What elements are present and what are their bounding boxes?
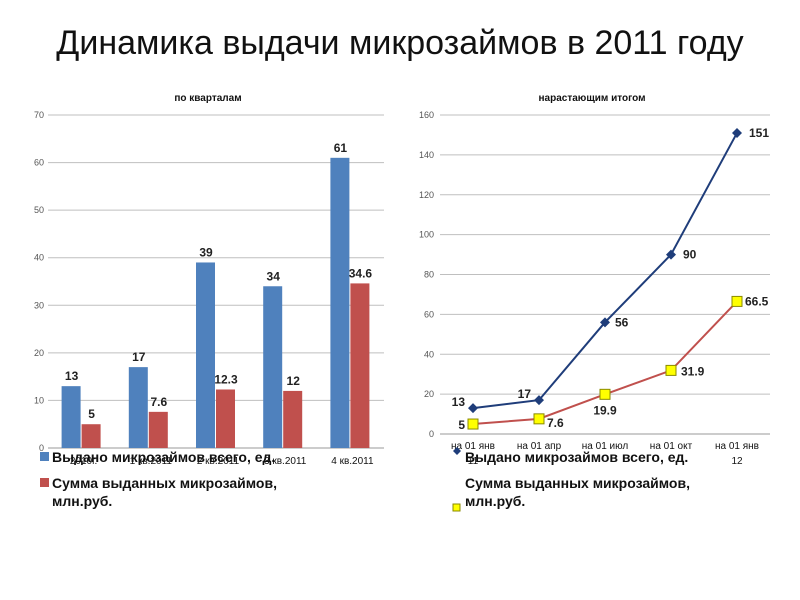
line-chart-title: нарастающим итогом [538, 93, 645, 104]
category-label: 12 [731, 456, 743, 467]
y-tick-label: 20 [34, 348, 44, 358]
data-label: 39 [199, 245, 213, 259]
data-label: 13 [452, 395, 466, 409]
legend-swatch [40, 478, 49, 487]
point-marker [467, 418, 479, 430]
point-marker [600, 317, 610, 328]
category-label: 11 [468, 456, 479, 467]
legend-swatch [453, 447, 461, 455]
slide-title: Динамика выдачи микрозаймов в 2011 году [56, 24, 744, 62]
y-tick-label: 0 [429, 429, 434, 439]
y-tick-label: 50 [34, 205, 44, 215]
data-label: 61 [334, 141, 348, 155]
y-tick-label: 100 [419, 230, 434, 240]
data-label: 90 [683, 248, 697, 262]
y-tick-label: 60 [424, 309, 434, 319]
y-tick-label: 120 [419, 190, 434, 200]
legend-label: млн.руб. [465, 493, 525, 509]
category-label: 1 кв.2011 [130, 456, 173, 467]
point-marker [533, 413, 545, 425]
y-tick-label: 160 [419, 110, 434, 120]
point-marker [534, 395, 544, 406]
y-tick-label: 60 [34, 158, 44, 168]
data-label: 17 [518, 387, 532, 401]
legend-label: млн.руб. [52, 493, 112, 509]
data-label: 7.6 [547, 416, 564, 430]
category-label: 2010г. [70, 456, 97, 467]
legend-label: Выдано микрозаймов всего, ед. [52, 449, 275, 465]
category-label: на 01 апр [517, 441, 562, 452]
y-tick-label: 20 [424, 389, 434, 399]
legend-swatch [452, 503, 461, 512]
point-marker [731, 295, 743, 307]
legend-label: Сумма выданных микрозаймов, [465, 475, 690, 491]
y-tick-label: 30 [34, 300, 44, 310]
bar-count [128, 367, 148, 448]
category-label: на 01 окт [650, 441, 693, 452]
y-tick-label: 10 [34, 395, 44, 405]
category-label: на 01 июл [582, 441, 629, 452]
data-label: 13 [65, 369, 79, 383]
data-label: 34 [267, 269, 281, 283]
category-label: 4 кв.2011 [331, 456, 374, 467]
category-label: 2 кв.2011 [197, 456, 240, 467]
legend-label: Выдано микрозаймов всего, ед. [465, 449, 688, 465]
y-tick-label: 40 [424, 349, 434, 359]
data-label: 5 [458, 418, 465, 432]
y-tick-label: 70 [34, 110, 44, 120]
point-marker [666, 249, 676, 260]
bar-sum [148, 411, 168, 448]
category-label: на 01 янв [451, 441, 495, 452]
data-label: 56 [615, 315, 629, 329]
data-label: 151 [749, 126, 769, 140]
data-label: 7.6 [150, 395, 167, 409]
point-marker [732, 127, 742, 138]
point-marker [665, 364, 677, 376]
data-label: 66.5 [745, 294, 769, 308]
bar-sum [350, 283, 370, 448]
point-marker [599, 388, 611, 400]
bar-sum [283, 390, 303, 448]
y-tick-label: 40 [34, 253, 44, 263]
data-label: 12.3 [214, 372, 238, 386]
data-label: 5 [88, 407, 95, 421]
y-tick-label: 140 [419, 150, 434, 160]
legend-label: Сумма выданных микрозаймов, [52, 475, 277, 491]
category-label: на 01 янв [715, 441, 759, 452]
legend-swatch [40, 452, 49, 461]
bar-count [263, 286, 283, 448]
bar-chart-title: по кварталам [174, 93, 241, 104]
bar-count [61, 386, 81, 448]
bar-sum [81, 424, 101, 448]
bar-count [330, 157, 350, 449]
data-label: 31.9 [681, 364, 705, 378]
data-label: 12 [287, 374, 301, 388]
data-label: 34.6 [349, 266, 373, 280]
category-label: 3 кв.2011 [264, 456, 307, 467]
bar-sum [216, 389, 235, 448]
data-label: 17 [132, 350, 146, 364]
bar-count [196, 262, 215, 448]
y-tick-label: 0 [39, 443, 44, 453]
y-tick-label: 80 [424, 270, 434, 280]
point-marker [468, 403, 478, 414]
data-label: 19.9 [593, 403, 617, 417]
